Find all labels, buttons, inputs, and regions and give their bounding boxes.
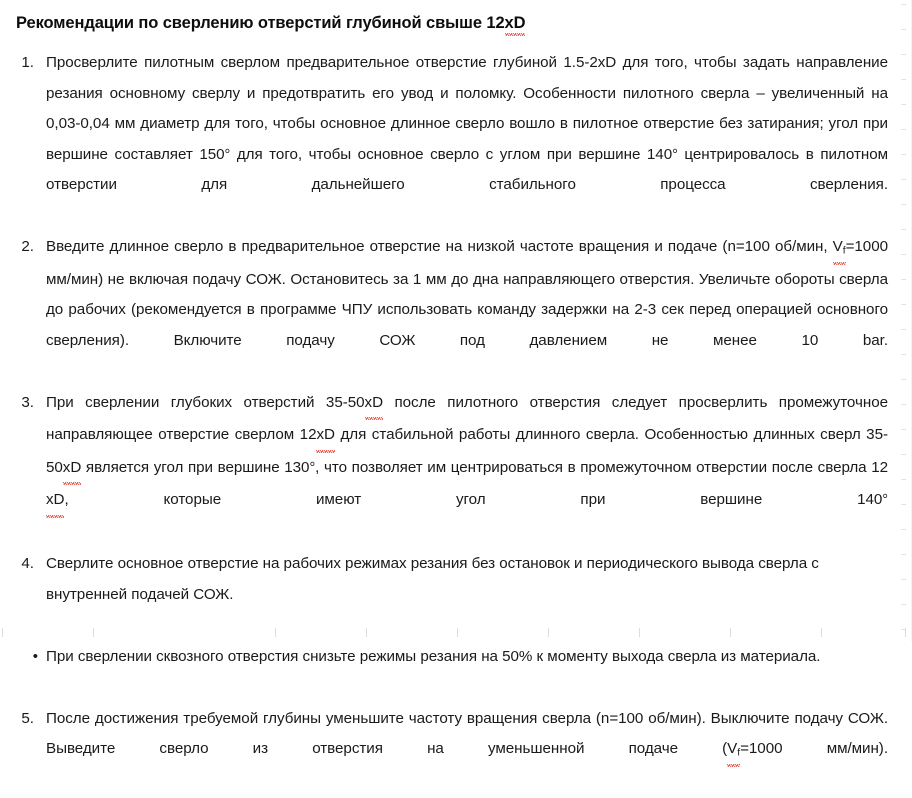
spellcheck-run-vf: Vf [832, 232, 846, 265]
list-item-text: При сверлении сквозного отверстия снизьт… [46, 647, 821, 665]
list-item: 5. После достижения требуемой глубины ум… [0, 704, 912, 798]
list-item-marker: 1. [21, 54, 34, 71]
page-title: Рекомендации по сверлению отверстий глуб… [16, 12, 526, 36]
list-item-text: Введите длинное сверло в предварительное… [46, 232, 888, 387]
spellcheck-run-xd: xD [62, 452, 81, 485]
spellcheck-run-xd: xD [364, 387, 383, 420]
list-item-marker: 4. [21, 555, 34, 572]
list-item-text: Сверлите основное отверстие на рабочих р… [46, 555, 819, 603]
list-item-text: Просверлите пилотным сверлом предварител… [46, 54, 889, 193]
document-page: Рекомендации по сверлению отверстий глуб… [0, 0, 912, 767]
list-item-text: После достижения требуемой глубины умень… [46, 704, 888, 798]
recommendations-list: 1. Просверлите пилотным сверлом предвари… [0, 48, 912, 798]
list-item-bullet-marker: • [32, 647, 38, 665]
list-item-marker: 5. [21, 709, 34, 727]
spellcheck-run-title-xd: xD [504, 12, 526, 36]
list-item: 3. При сверлении глубоких отверстий 35-5… [0, 387, 912, 549]
list-item: 2. Введите длинное сверло в предваритель… [0, 232, 912, 387]
list-item: • При сверлении сквозного отверстия сниз… [0, 642, 912, 703]
list-item-marker: 3. [21, 393, 34, 411]
spellcheck-run-xd: xD [316, 420, 335, 453]
page-title-text: Рекомендации по сверлению отверстий глуб… [16, 14, 505, 32]
list-item: 4. Сверлите основное отверстие на рабочи… [0, 549, 912, 641]
spellcheck-run-xd: xD [46, 485, 65, 518]
list-item: 1. Просверлите пилотным сверлом предвари… [0, 48, 912, 231]
spellcheck-run-vf: Vf [727, 734, 740, 767]
list-item-text: При сверлении глубоких отверстий 35-50xD… [46, 387, 888, 549]
list-item-marker: 2. [21, 238, 34, 255]
